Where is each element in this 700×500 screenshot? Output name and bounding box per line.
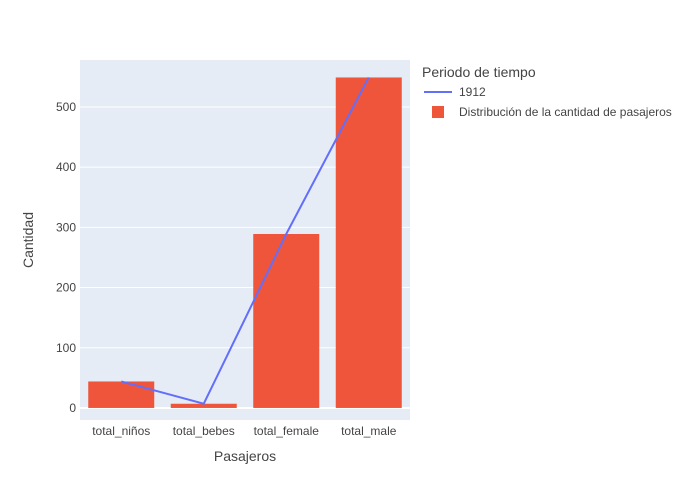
y-tick-label: 400	[56, 160, 76, 174]
legend-item-line: 1912	[459, 85, 486, 99]
y-axis-ticks: 0 100 200 300 400 500	[56, 100, 76, 415]
bar-total_female	[253, 233, 320, 408]
y-tick-label: 500	[56, 100, 76, 114]
x-tick-label: total_female	[254, 424, 320, 438]
legend-bar-swatch	[432, 106, 444, 118]
x-axis-title: Pasajeros	[214, 448, 276, 464]
bar-series	[88, 77, 402, 408]
legend-title: Periodo de tiempo	[422, 64, 536, 80]
bar-total_male	[335, 77, 402, 408]
bar-total_niños	[88, 381, 155, 408]
x-tick-label: total_niños	[92, 424, 150, 438]
x-axis-ticks: total_niños total_bebes total_female total_…	[92, 424, 397, 438]
y-tick-label: 300	[56, 220, 76, 234]
y-axis-title: Cantidad	[20, 212, 36, 268]
x-tick-label: total_male	[341, 424, 397, 438]
line-series	[120, 76, 370, 405]
legend-item-bar: Distribución de la cantidad de pasajeros	[459, 105, 672, 119]
y-tick-label: 100	[56, 341, 76, 355]
line-1912	[120, 76, 370, 405]
y-tick-label: 200	[56, 281, 76, 295]
y-tick-label: 0	[69, 401, 76, 415]
bar-total_bebes	[170, 403, 237, 408]
x-tick-label: total_bebes	[173, 424, 235, 438]
legend: Periodo de tiempo 1912 Distribución de l…	[422, 64, 672, 119]
